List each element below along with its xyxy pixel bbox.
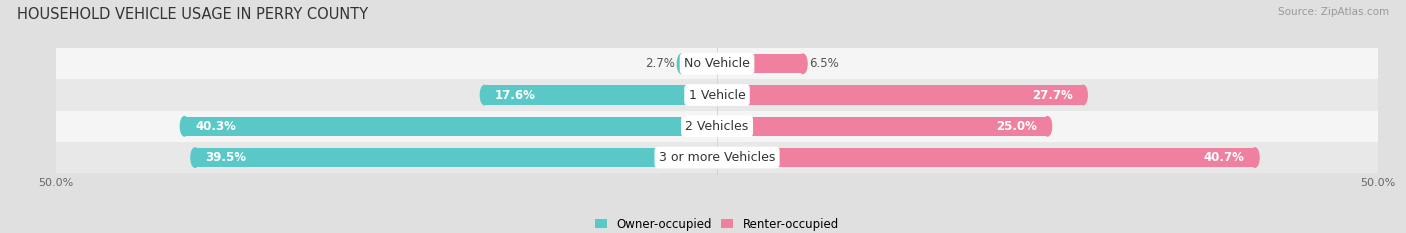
Text: 39.5%: 39.5% (205, 151, 246, 164)
Circle shape (799, 54, 807, 73)
Circle shape (191, 148, 200, 167)
Text: 2 Vehicles: 2 Vehicles (686, 120, 748, 133)
Text: Source: ZipAtlas.com: Source: ZipAtlas.com (1278, 7, 1389, 17)
Text: 27.7%: 27.7% (1032, 89, 1073, 102)
Bar (717, 148, 1256, 167)
Bar (56, 111, 1378, 142)
Circle shape (1078, 85, 1087, 105)
Circle shape (1251, 148, 1258, 167)
Bar (717, 116, 1047, 136)
Bar (195, 148, 717, 167)
Legend: Owner-occupied, Renter-occupied: Owner-occupied, Renter-occupied (591, 213, 844, 233)
Circle shape (180, 116, 188, 136)
Bar (56, 142, 1378, 173)
Bar (682, 54, 717, 73)
Text: 1 Vehicle: 1 Vehicle (689, 89, 745, 102)
Bar (56, 48, 1378, 79)
Circle shape (1043, 116, 1052, 136)
Circle shape (481, 85, 488, 105)
Circle shape (678, 54, 686, 73)
Text: No Vehicle: No Vehicle (685, 57, 749, 70)
Text: 40.7%: 40.7% (1204, 151, 1244, 164)
Text: 2.7%: 2.7% (645, 57, 675, 70)
Text: 3 or more Vehicles: 3 or more Vehicles (659, 151, 775, 164)
Text: 25.0%: 25.0% (995, 120, 1036, 133)
Bar (485, 85, 717, 105)
Text: 17.6%: 17.6% (495, 89, 536, 102)
Text: 40.3%: 40.3% (195, 120, 236, 133)
Bar (56, 79, 1378, 111)
Text: HOUSEHOLD VEHICLE USAGE IN PERRY COUNTY: HOUSEHOLD VEHICLE USAGE IN PERRY COUNTY (17, 7, 368, 22)
Bar (717, 54, 803, 73)
Bar (717, 85, 1083, 105)
Bar (184, 116, 717, 136)
Text: 6.5%: 6.5% (810, 57, 839, 70)
